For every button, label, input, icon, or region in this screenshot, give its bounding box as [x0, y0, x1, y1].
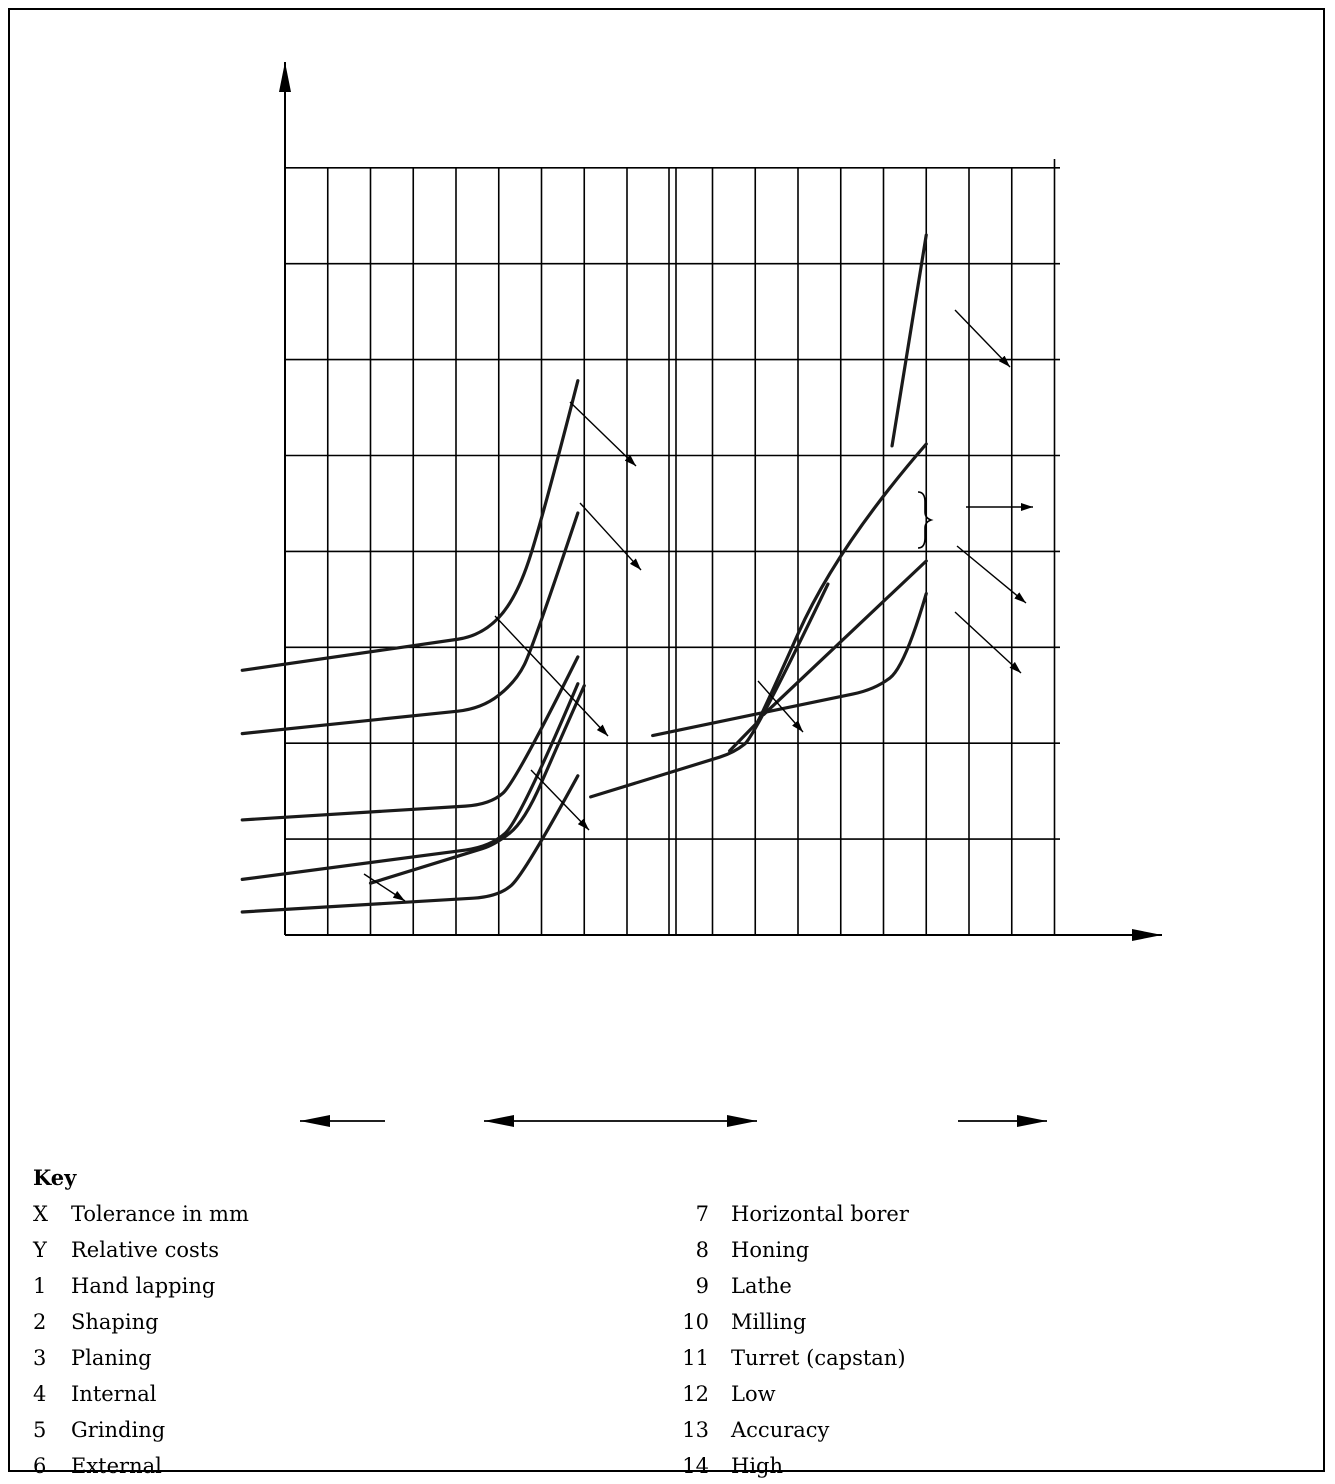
curve-9: [368, 684, 586, 885]
key-text: Planing: [71, 1346, 152, 1370]
key-text: Tolerance in mm: [71, 1202, 249, 1226]
curve-leader-arrow: [956, 545, 1027, 604]
curve-leader-arrow: [569, 401, 637, 467]
key-text: Horizontal borer: [731, 1202, 909, 1226]
key-title: Key: [33, 1165, 77, 1190]
key-code: 9: [695, 1274, 709, 1298]
curve-leader-arrow: [757, 680, 804, 733]
key-row: 12 Low: [673, 1376, 909, 1412]
key-row: 11 Turret (capstan): [673, 1340, 909, 1376]
curve-leader-arrow: [530, 769, 590, 831]
key-code: 13: [682, 1418, 709, 1442]
key-text: Milling: [731, 1310, 807, 1334]
key-row: 5 Grinding: [33, 1412, 249, 1448]
key-code: 7: [695, 1202, 709, 1226]
curve-10: [240, 682, 580, 881]
tolerance-cost-chart: [240, 62, 1162, 1127]
key-code: 6: [33, 1454, 47, 1478]
curve-leader-arrow: [579, 502, 642, 571]
key-row: 14 High: [673, 1448, 909, 1484]
key-row: Y Relative costs: [33, 1232, 249, 1268]
key-text: Accuracy: [731, 1418, 830, 1442]
curve-11: [240, 774, 580, 914]
curve-8: [651, 591, 928, 738]
key-code: Y: [33, 1238, 47, 1262]
key-code: 8: [695, 1238, 709, 1262]
key-left-column: X Tolerance in mm Y Relative costs 1 Hand lap…: [33, 1196, 249, 1484]
curve-6: [762, 559, 928, 717]
curve-leader-arrow: [363, 873, 406, 902]
key-row: 6 External: [33, 1448, 249, 1484]
key-row: 1 Hand lapping: [33, 1268, 249, 1304]
figure-frame: [8, 8, 1325, 1472]
key-text: Hand lapping: [71, 1274, 216, 1298]
key-row: 9 Lathe: [673, 1268, 909, 1304]
key-row: X Tolerance in mm: [33, 1196, 249, 1232]
key-text: Low: [731, 1382, 776, 1406]
key-code: 2: [33, 1310, 47, 1334]
key-code: 5: [33, 1418, 47, 1442]
curve-4: [728, 442, 928, 753]
curve-9: [589, 582, 830, 799]
curve-leader-arrow: [954, 611, 1022, 674]
key-row: 2 Shaping: [33, 1304, 249, 1340]
key-code: 14: [682, 1454, 709, 1478]
key-text: Shaping: [71, 1310, 159, 1334]
key-row: 3 Planing: [33, 1340, 249, 1376]
key-row: 4 Internal: [33, 1376, 249, 1412]
key-text: Turret (capstan): [731, 1346, 906, 1370]
key-text: High: [731, 1454, 783, 1478]
key-text: Internal: [71, 1382, 157, 1406]
key-text: Grinding: [71, 1418, 166, 1442]
key-code: X: [33, 1202, 48, 1226]
curve-leader-arrow: [954, 309, 1011, 368]
key-row: 10 Milling: [673, 1304, 909, 1340]
key-text: Lathe: [731, 1274, 792, 1298]
curve-7: [240, 655, 580, 822]
curve-2: [240, 379, 580, 672]
key-code: 11: [682, 1346, 709, 1370]
key-text: Relative costs: [71, 1238, 219, 1262]
grinding-brace: [917, 491, 934, 549]
key-code: 3: [33, 1346, 47, 1370]
key-code: 12: [682, 1382, 709, 1406]
curve-3: [240, 511, 580, 736]
curve-leader-arrow: [494, 615, 609, 737]
key-row: 7 Horizontal borer: [673, 1196, 909, 1232]
key-text: Honing: [731, 1238, 810, 1262]
key-row: 8 Honing: [673, 1232, 909, 1268]
key-code: 4: [33, 1382, 47, 1406]
key-code: 10: [682, 1310, 709, 1334]
key-legend: Key X Tolerance in mm Y Relative costs 1 Hand…: [33, 1160, 1313, 1478]
key-right-column: 7 Horizontal borer 8 Honing 9 Lathe 10 Milling 1…: [673, 1196, 909, 1484]
key-code: 1: [33, 1274, 47, 1298]
key-text: External: [71, 1454, 162, 1478]
curve-1: [890, 233, 928, 448]
key-row: 13 Accuracy: [673, 1412, 909, 1448]
